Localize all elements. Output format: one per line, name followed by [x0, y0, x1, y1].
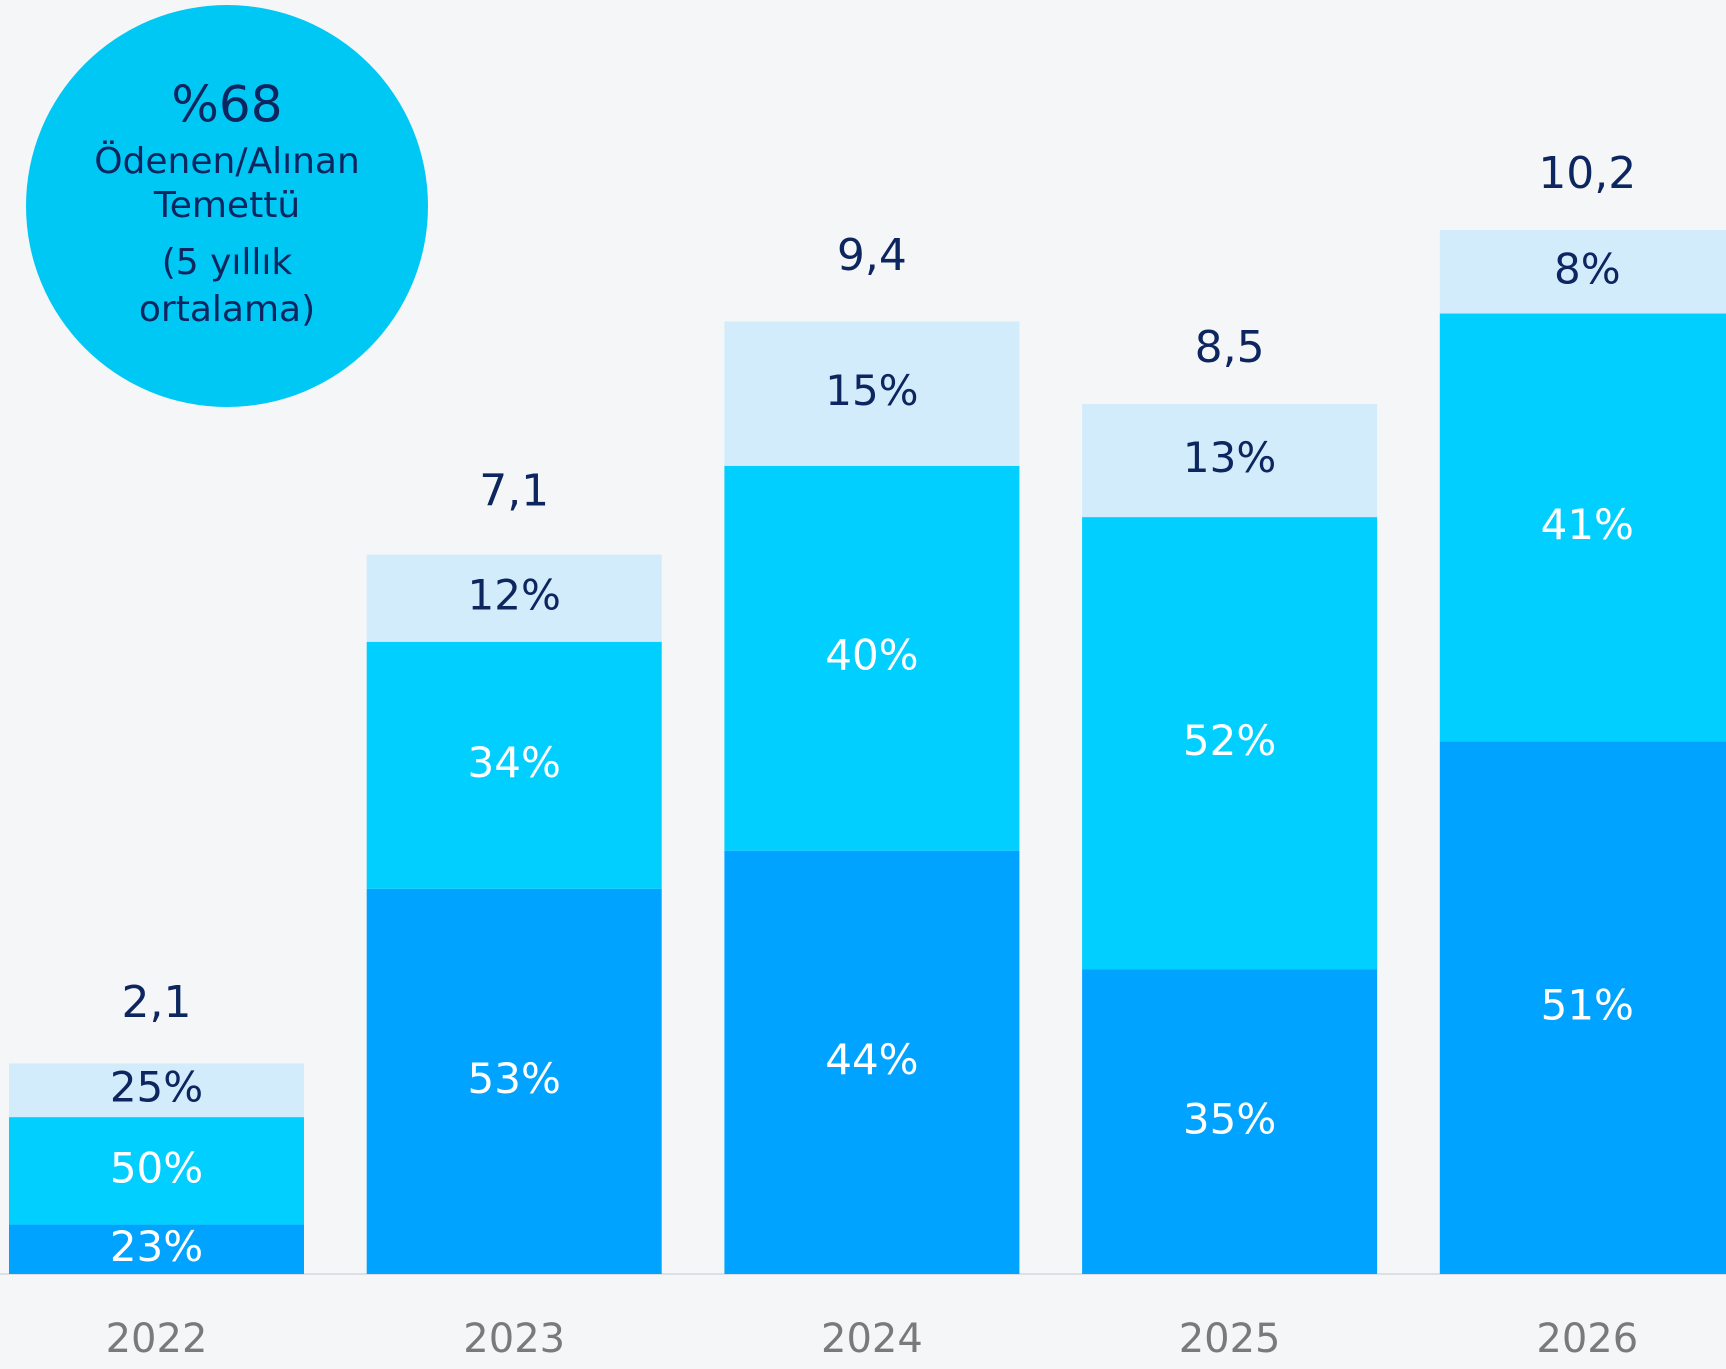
- bar-segment: [9, 1063, 304, 1118]
- bar-segment: [1439, 230, 1726, 314]
- segment-label: 34%: [468, 738, 561, 787]
- badge-text: Temettü: [153, 185, 300, 226]
- badge: [26, 5, 428, 407]
- bar-segment: [366, 888, 662, 1274]
- bar-segment: [1082, 517, 1378, 970]
- x-tick-label: 2025: [1179, 1316, 1281, 1362]
- badge-text: (5 yıllık: [162, 242, 293, 283]
- segment-label: 35%: [1183, 1094, 1276, 1143]
- segment-label: 8%: [1554, 244, 1621, 293]
- total-label: 7,1: [479, 465, 549, 516]
- badge-text: Ödenen/Alınan: [94, 140, 360, 182]
- bar-segment: [724, 321, 1020, 466]
- segment-label: 23%: [110, 1222, 203, 1271]
- total-label: 10,2: [1538, 148, 1636, 199]
- badge-title: %68: [171, 76, 282, 134]
- bar-segment: [1082, 404, 1378, 518]
- bar-segment: [724, 850, 1020, 1274]
- bar-segment: [1439, 313, 1726, 742]
- segment-label: 52%: [1183, 716, 1276, 765]
- segment-label: 41%: [1541, 500, 1634, 549]
- segment-label: 50%: [110, 1143, 203, 1192]
- bar-segment: [724, 465, 1020, 851]
- segment-label: 13%: [1183, 433, 1276, 482]
- segment-label: 53%: [468, 1054, 561, 1103]
- segment-label: 15%: [825, 366, 918, 415]
- segment-label: 51%: [1541, 980, 1634, 1029]
- bar-segment: [9, 1224, 304, 1274]
- segment-label: 40%: [825, 631, 918, 680]
- bar-segment: [1439, 741, 1726, 1274]
- bar-segment: [9, 1117, 304, 1225]
- bar-segment: [366, 641, 662, 889]
- bar-segment: [1082, 969, 1378, 1274]
- x-tick-label: 2023: [463, 1316, 565, 1362]
- segment-label: 12%: [468, 571, 561, 620]
- bar-segment: [366, 554, 662, 642]
- total-label: 9,4: [837, 230, 907, 281]
- badge-text: ortalama): [139, 289, 315, 330]
- total-label: 2,1: [122, 977, 192, 1028]
- x-tick-label: 2024: [821, 1316, 923, 1362]
- segment-label: 25%: [110, 1063, 203, 1112]
- x-tick-label: 2022: [106, 1316, 208, 1362]
- segment-label: 44%: [825, 1035, 918, 1084]
- x-tick-label: 2026: [1536, 1316, 1638, 1362]
- total-label: 8,5: [1195, 322, 1265, 373]
